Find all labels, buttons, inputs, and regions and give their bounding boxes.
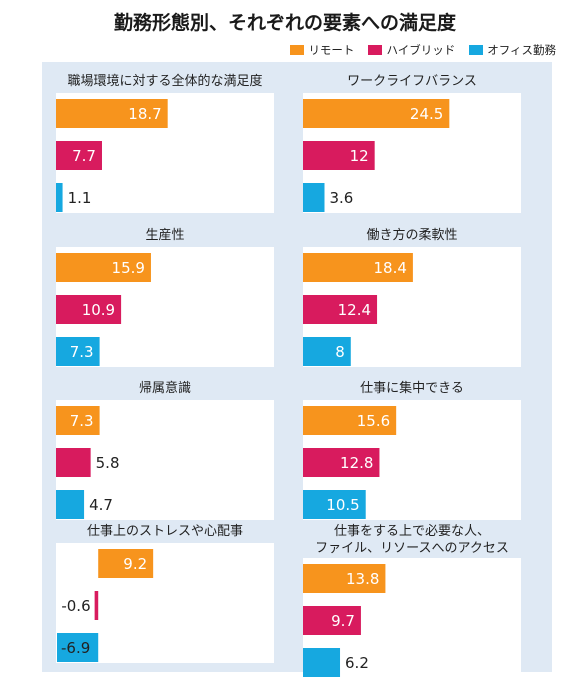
- data-label-remote: 7.3: [70, 412, 94, 430]
- data-label-remote: 15.9: [112, 259, 145, 277]
- data-label-hybrid: 5.8: [96, 454, 120, 472]
- data-label-hybrid: 10.9: [82, 301, 115, 319]
- data-label-office: 4.7: [89, 496, 113, 514]
- legend-label-hybrid: ハイブリッド: [386, 43, 456, 57]
- bar-remote: [56, 253, 151, 282]
- bar-hybrid: [303, 295, 378, 324]
- bar-remote: [303, 564, 386, 593]
- bar-remote: [98, 549, 154, 578]
- panel-title: 仕事上のストレスや心配事: [87, 524, 243, 539]
- panel-title: ワークライフバランス: [347, 74, 477, 89]
- data-label-hybrid: 12.4: [338, 301, 371, 319]
- bar-office: [56, 183, 63, 212]
- panel-title: 仕事をする上で必要な人、: [334, 524, 490, 539]
- legend: リモート ハイブリッド オフィス勤務: [290, 42, 556, 58]
- legend-item-remote: リモート: [290, 42, 354, 58]
- data-label-hybrid: 9.7: [331, 612, 355, 630]
- bar-hybrid: [94, 591, 99, 620]
- legend-label-remote: リモート: [308, 43, 355, 57]
- bar-hybrid: [303, 448, 380, 477]
- legend-swatch-remote: [290, 45, 305, 55]
- data-label-office: 1.1: [68, 189, 92, 207]
- bar-hybrid: [56, 141, 102, 170]
- bar-hybrid: [56, 448, 91, 477]
- legend-item-hybrid: ハイブリッド: [368, 42, 455, 58]
- panel-title: 仕事に集中できる: [360, 380, 464, 396]
- data-label-hybrid: 12: [350, 147, 369, 165]
- chart-title: 勤務形態別、それぞれの要素への満足度: [113, 12, 456, 34]
- data-label-remote: 18.7: [128, 105, 161, 123]
- data-label-office: 3.6: [330, 189, 354, 207]
- data-label-hybrid: 12.8: [340, 454, 373, 472]
- bar-office: [303, 490, 366, 519]
- bar-remote: [303, 406, 397, 435]
- bar-remote: [303, 253, 413, 282]
- legend-swatch-office: [469, 45, 484, 55]
- bar-office: [56, 337, 100, 366]
- bar-hybrid: [303, 606, 361, 635]
- data-label-office: 7.3: [70, 343, 94, 361]
- legend-swatch-hybrid: [368, 45, 383, 55]
- bar-office: [303, 648, 341, 677]
- data-label-remote: 15.6: [357, 412, 390, 430]
- panel-title: 生産性: [145, 227, 184, 243]
- bar-office: [57, 633, 99, 662]
- bar-hybrid: [56, 295, 122, 324]
- bar-remote: [56, 406, 100, 435]
- data-label-remote: 18.4: [373, 259, 406, 277]
- panel-title: 職場環境に対する全体的な満足度: [67, 73, 262, 89]
- data-label-remote: 13.8: [346, 570, 379, 588]
- data-label-office: 10.5: [326, 496, 359, 514]
- bar-office: [303, 183, 325, 212]
- data-label-hybrid: 7.7: [72, 147, 96, 165]
- panel-title: ファイル、リソースへのアクセス: [315, 541, 509, 556]
- data-label-remote: 24.5: [410, 105, 443, 123]
- data-label-hybrid: -0.6: [61, 597, 90, 615]
- bar-remote: [303, 99, 450, 128]
- data-label-office: -6.9: [61, 639, 90, 657]
- data-label-remote: 9.2: [123, 555, 147, 573]
- bar-remote: [56, 99, 168, 128]
- panel-title: 帰属意識: [139, 380, 191, 396]
- legend-label-office: オフィス勤務: [487, 43, 556, 57]
- bar-office: [303, 337, 351, 366]
- bar-office: [56, 490, 85, 519]
- panel-title: 働き方の柔軟性: [366, 227, 457, 243]
- bar-hybrid: [303, 141, 375, 170]
- data-label-office: 6.2: [345, 654, 369, 672]
- data-label-office: 8: [335, 343, 345, 361]
- legend-item-office: オフィス勤務: [469, 42, 556, 58]
